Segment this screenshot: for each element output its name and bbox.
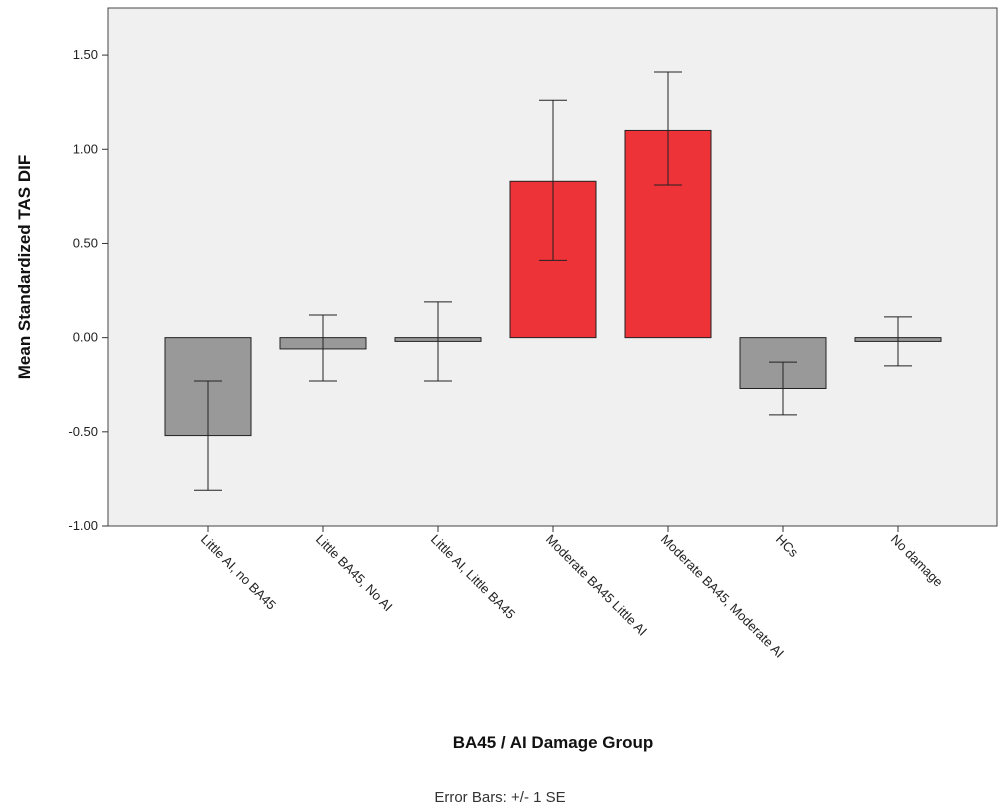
y-axis-title: Mean Standardized TAS DIF bbox=[15, 155, 34, 380]
x-tick-label: Moderate BA45 Little AI bbox=[543, 532, 650, 639]
x-tick-label: Little AI, Little BA45 bbox=[428, 532, 518, 622]
x-tick-label: Little BA45, No AI bbox=[313, 532, 396, 615]
y-tick-label: -1.00 bbox=[68, 518, 98, 533]
x-tick-label: Moderate BA45, Moderate AI bbox=[658, 532, 787, 661]
y-tick-label: 0.00 bbox=[73, 330, 98, 345]
y-tick-label: 0.50 bbox=[73, 235, 98, 250]
x-axis-title: BA45 / AI Damage Group bbox=[453, 733, 654, 752]
y-tick-label: 1.50 bbox=[73, 47, 98, 62]
error-bar-footnote: Error Bars: +/- 1 SE bbox=[434, 789, 565, 806]
x-tick-label: HCs bbox=[773, 532, 802, 561]
y-tick-label: 1.00 bbox=[73, 141, 98, 156]
y-tick-label: -0.50 bbox=[68, 424, 98, 439]
x-tick-label: No damage bbox=[888, 532, 946, 590]
x-tick-label: Little AI, no BA45 bbox=[198, 532, 279, 613]
